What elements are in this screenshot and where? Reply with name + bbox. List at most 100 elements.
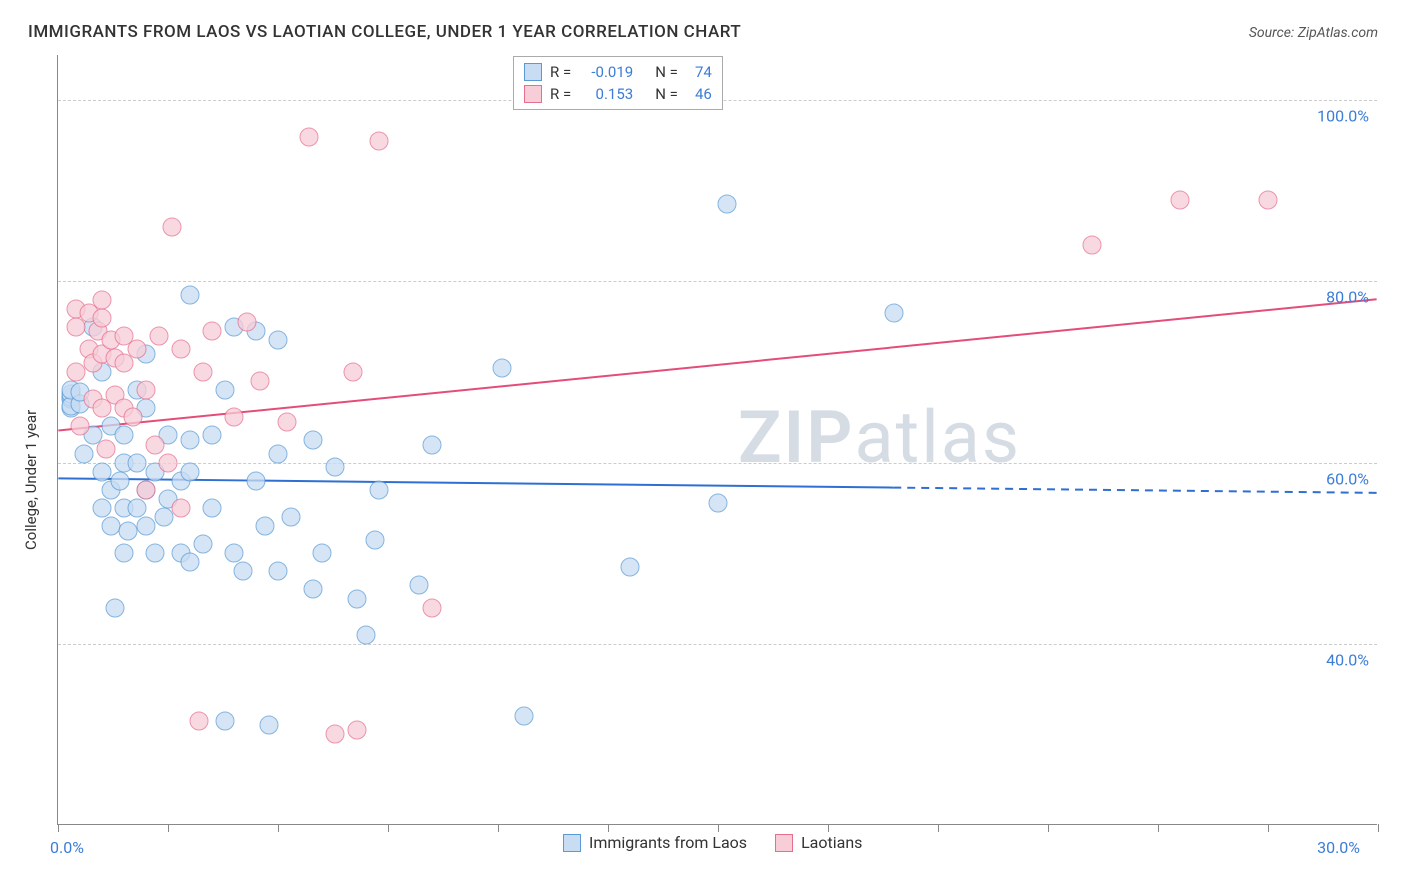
blue-point — [304, 431, 323, 450]
pink-point — [66, 363, 85, 382]
blue-point — [181, 553, 200, 572]
pink-point — [137, 381, 156, 400]
blue-point — [137, 517, 156, 536]
x-tick — [938, 824, 939, 832]
pink-point — [423, 598, 442, 617]
pink-point — [97, 440, 116, 459]
blue-point — [181, 286, 200, 305]
blue-point — [709, 494, 728, 513]
blue-point — [269, 331, 288, 350]
chart-title: IMMIGRANTS FROM LAOS VS LAOTIAN COLLEGE,… — [28, 22, 741, 42]
gridline — [58, 463, 1377, 464]
x-tick — [498, 824, 499, 832]
y-tick-label: 60.0% — [1326, 469, 1369, 488]
scatter-plot-area: ZIPatlas 100.0%80.0%60.0%40.0%R =-0.019N… — [57, 55, 1377, 825]
legend-series-name: Laotians — [801, 833, 862, 852]
legend-n-value: 46 — [684, 83, 712, 105]
legend-n-label: N = — [655, 61, 678, 83]
pink-point — [1259, 190, 1278, 209]
blue-point — [115, 426, 134, 445]
blue-point — [409, 575, 428, 594]
pink-point — [1083, 236, 1102, 255]
blue-point — [885, 304, 904, 323]
y-axis-label: College, Under 1 year — [22, 410, 40, 550]
blue-point — [365, 530, 384, 549]
legend-n-label: N = — [655, 83, 678, 105]
legend-r-value: -0.019 — [577, 61, 633, 83]
pink-point — [93, 308, 112, 327]
blue-point — [216, 711, 235, 730]
blue-point — [370, 480, 389, 499]
blue-point — [145, 544, 164, 563]
blue-point — [255, 517, 274, 536]
legend-series-name: Immigrants from Laos — [589, 833, 747, 852]
y-tick-label: 40.0% — [1326, 650, 1369, 669]
gridline — [58, 644, 1377, 645]
blue-point — [93, 498, 112, 517]
x-tick — [58, 824, 59, 832]
pink-point — [326, 725, 345, 744]
legend-swatch — [524, 85, 542, 103]
legend-r-value: 0.153 — [577, 83, 633, 105]
x-axis-min-label: 0.0% — [50, 838, 84, 857]
blue-point — [101, 517, 120, 536]
blue-point — [106, 598, 125, 617]
pink-point — [299, 127, 318, 146]
blue-point — [515, 707, 534, 726]
x-tick — [1268, 824, 1269, 832]
blue-point — [203, 498, 222, 517]
blue-point — [154, 508, 173, 527]
pink-point — [348, 720, 367, 739]
blue-point — [216, 381, 235, 400]
pink-point — [189, 711, 208, 730]
legend-n-value: 74 — [684, 61, 712, 83]
x-tick — [168, 824, 169, 832]
blue-point — [423, 435, 442, 454]
pink-point — [238, 313, 257, 332]
legend-swatch — [524, 63, 542, 81]
x-tick — [388, 824, 389, 832]
x-tick — [1048, 824, 1049, 832]
blue-point — [115, 544, 134, 563]
x-tick — [278, 824, 279, 832]
watermark: ZIPatlas — [738, 395, 1021, 480]
legend-item: Immigrants from Laos — [563, 833, 747, 852]
pink-point — [203, 322, 222, 341]
pink-point — [225, 408, 244, 427]
y-tick-label: 80.0% — [1326, 288, 1369, 307]
blue-point — [194, 535, 213, 554]
blue-point — [493, 358, 512, 377]
chart-header: IMMIGRANTS FROM LAOS VS LAOTIAN COLLEGE,… — [28, 22, 1378, 42]
blue-point — [181, 462, 200, 481]
blue-point — [621, 557, 640, 576]
pink-point — [172, 340, 191, 359]
blue-point — [181, 431, 200, 450]
pink-point — [137, 480, 156, 499]
blue-point — [717, 195, 736, 214]
x-tick — [828, 824, 829, 832]
blue-point — [357, 625, 376, 644]
pink-point — [370, 132, 389, 151]
blue-point — [128, 498, 147, 517]
blue-point — [304, 580, 323, 599]
blue-point — [348, 589, 367, 608]
blue-point — [269, 562, 288, 581]
pink-point — [71, 417, 90, 436]
legend-item: Laotians — [775, 833, 862, 852]
pink-point — [163, 218, 182, 237]
x-tick — [1378, 824, 1379, 832]
blue-point — [233, 562, 252, 581]
pink-point — [145, 435, 164, 454]
pink-point — [159, 453, 178, 472]
pink-point — [343, 363, 362, 382]
pink-point — [123, 408, 142, 427]
pink-point — [277, 412, 296, 431]
blue-point — [260, 716, 279, 735]
blue-point — [269, 444, 288, 463]
pink-point — [128, 340, 147, 359]
pink-point — [172, 498, 191, 517]
blue-point — [313, 544, 332, 563]
blue-point — [128, 453, 147, 472]
blue-point — [326, 458, 345, 477]
blue-point — [93, 462, 112, 481]
